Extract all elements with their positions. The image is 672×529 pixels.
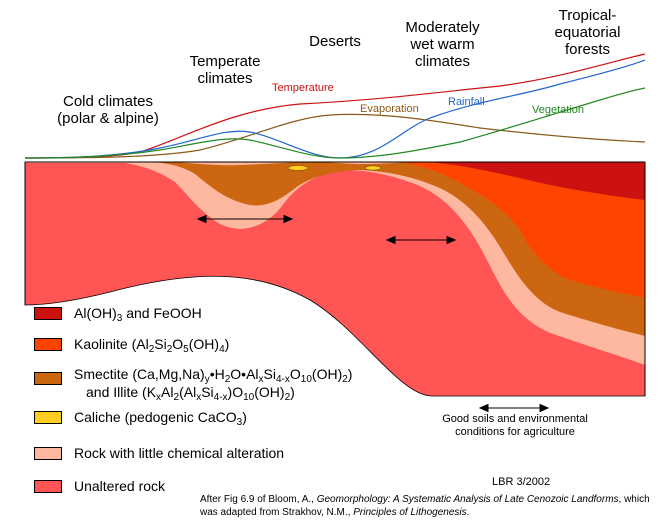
legend-swatch-caliche bbox=[34, 411, 62, 424]
legend-label-kaolinite: Kaolinite (Al2Si2O5(OH)4) bbox=[74, 336, 230, 355]
caliche-lens-2 bbox=[364, 165, 382, 171]
zone-label-moderate: Moderately wet warm climates bbox=[405, 19, 480, 70]
legend-label-smectite: Smectite (Ca,Mg,Na)y•H2O•AlxSi4-xO10(OH)… bbox=[74, 366, 353, 385]
legend-swatch-kaolinite bbox=[34, 338, 62, 351]
arrow-moderate bbox=[385, 235, 457, 245]
legend-label-altered-rock: Rock with little chemical alteration bbox=[74, 445, 285, 461]
legend-label-aloh: Al(OH)3 and FeOOH bbox=[74, 305, 202, 324]
kaolinite-zone bbox=[400, 162, 645, 298]
agriculture-note: Good soils and environmental conditions … bbox=[442, 413, 588, 438]
evaporation-curve bbox=[24, 113, 646, 159]
author-stamp: LBR 3/2002 bbox=[492, 476, 551, 488]
aloh-feooh-zone bbox=[430, 162, 645, 200]
weathering-profile bbox=[24, 161, 646, 397]
legend-label-caliche: Caliche (pedogenic CaCO3) bbox=[74, 409, 247, 428]
legend-swatch-altered-rock bbox=[34, 447, 62, 460]
legend-swatch-aloh bbox=[34, 307, 62, 320]
altered-upper-band bbox=[175, 162, 410, 166]
zone-label-cold: Cold climates (polar & alpine) bbox=[57, 93, 159, 127]
vegetation-curve bbox=[24, 87, 646, 159]
zone-label-tropical: Tropical- equatorial forests bbox=[554, 7, 621, 58]
curve-label-rainfall: Rainfall bbox=[448, 96, 485, 108]
climate-curves bbox=[24, 53, 646, 159]
legend-label-illite: and Illite (KxAl2(AlxSi4-x)O10(OH)2) bbox=[86, 384, 295, 403]
zone-label-temperate: Temperate climates bbox=[189, 53, 261, 87]
source-credit: After Fig 6.9 of Bloom, A., Geomorpholog… bbox=[200, 494, 650, 518]
arrow-agriculture-note bbox=[478, 403, 550, 413]
zone-label-deserts: Deserts bbox=[309, 33, 361, 50]
caliche-lens-1 bbox=[287, 165, 309, 171]
legend-label-unaltered-rock: Unaltered rock bbox=[74, 478, 166, 494]
legend-swatch-unaltered-rock bbox=[34, 480, 62, 493]
curve-label-temperature: Temperature bbox=[272, 82, 334, 94]
curve-label-vegetation: Vegetation bbox=[532, 104, 584, 116]
arrow-temperate bbox=[196, 214, 294, 224]
legend-swatch-smectite bbox=[34, 372, 62, 385]
curve-label-evaporation: Evaporation bbox=[360, 103, 419, 115]
